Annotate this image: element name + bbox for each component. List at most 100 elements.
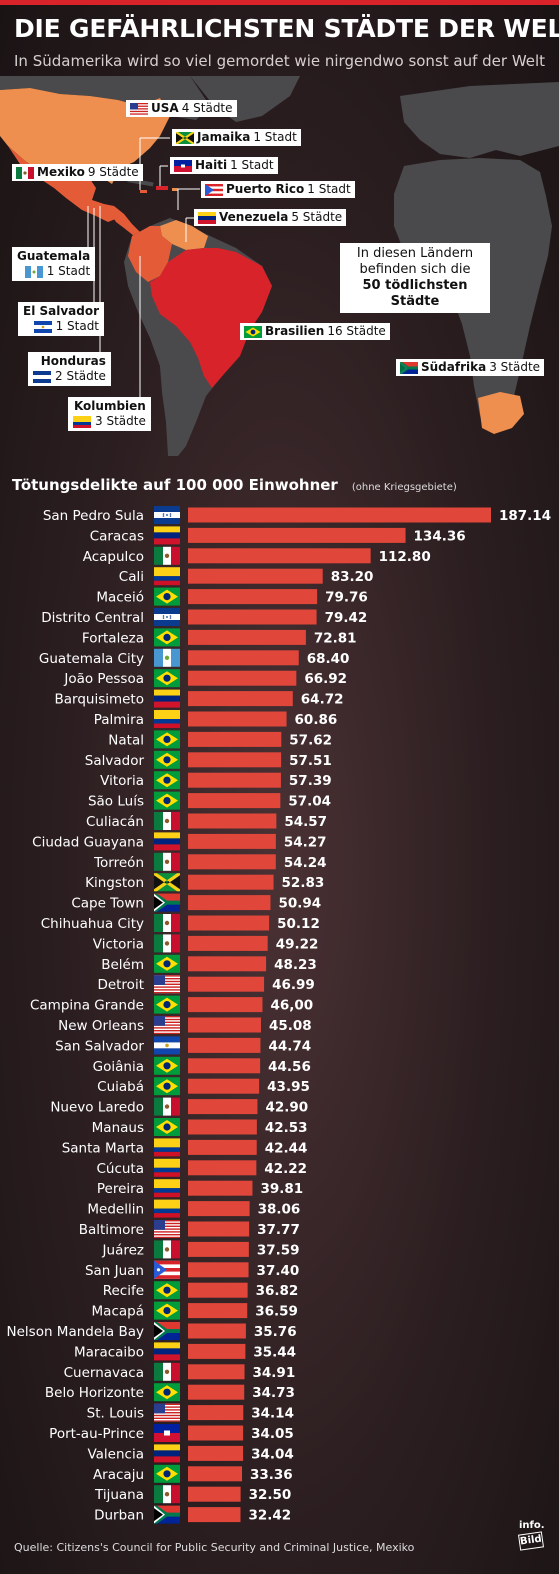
- bar: [188, 1221, 250, 1237]
- bar: [188, 793, 281, 809]
- category-label: St. Louis: [87, 1406, 144, 1422]
- brazil-flag-icon: [154, 750, 180, 769]
- bar: [188, 1323, 246, 1339]
- map-venezuela: [160, 220, 208, 250]
- chart-subtitle: (ohne Kriegsgebiete): [351, 482, 457, 493]
- brazil-flag-icon: [154, 1281, 180, 1300]
- data-label: 134.36: [414, 528, 466, 544]
- bar: [188, 1384, 245, 1400]
- category-label: Medellin: [87, 1202, 144, 1218]
- jamaica-flag-icon: [176, 131, 194, 144]
- category-label: Maceió: [96, 590, 144, 606]
- category-label: New Orleans: [58, 1018, 144, 1034]
- category-label: Acapulco: [83, 549, 144, 565]
- bar: [188, 813, 277, 829]
- el-salvador-flag-icon: [33, 320, 52, 333]
- data-label: 49.22: [276, 936, 319, 952]
- chart-row: San Juan 37.40: [85, 1260, 299, 1279]
- chart-row: Manaus 42.53: [92, 1118, 308, 1136]
- category-label: Natal: [108, 732, 144, 748]
- data-label: 34.14: [251, 1406, 294, 1422]
- bar: [188, 1119, 257, 1135]
- brazil-flag-icon: [154, 1301, 180, 1320]
- category-label: Santa Marta: [62, 1140, 144, 1156]
- chart-row: Cali 83.20: [119, 567, 373, 586]
- chart-row: Torreón 54.24: [93, 852, 327, 871]
- guatemala-flag-icon: [24, 265, 43, 278]
- data-label: 32.42: [248, 1508, 291, 1524]
- chart-row: Tijuana 32.50: [94, 1485, 291, 1504]
- brazil-flag-icon: [154, 730, 180, 749]
- category-label: Durban: [94, 1508, 144, 1524]
- chart-row: Belo Horizonte 34.73: [45, 1383, 295, 1402]
- usa-flag-icon: [154, 1403, 180, 1422]
- map-europe: [400, 82, 559, 158]
- map-label-venezuela: Venezuela 5 Städte: [194, 209, 347, 226]
- mexico-flag-icon: [154, 1240, 180, 1259]
- map-puerto-rico: [172, 188, 178, 191]
- usa-flag-icon: [154, 975, 180, 994]
- brazil-flag-icon: [154, 1464, 180, 1483]
- bar: [188, 1139, 257, 1155]
- category-label: Port-au-Prince: [49, 1426, 144, 1442]
- category-label: Ciudad Guayana: [32, 834, 144, 850]
- bar: [188, 670, 297, 686]
- data-label: 39.81: [260, 1181, 303, 1197]
- data-label: 44.56: [268, 1059, 311, 1075]
- data-label: 79.42: [325, 610, 368, 626]
- category-label: Victoria: [93, 936, 144, 952]
- chart-row: Recife 36.82: [103, 1281, 298, 1300]
- bar: [188, 1405, 244, 1421]
- data-label: 33.36: [250, 1467, 293, 1483]
- data-label: 34.91: [253, 1365, 296, 1381]
- chart-row: Cuernavaca 34.91: [64, 1362, 296, 1381]
- data-label: 42.44: [265, 1140, 308, 1156]
- chart-row: Juárez 37.59: [102, 1240, 300, 1259]
- brazil-flag-icon: [154, 628, 180, 647]
- bar: [188, 1017, 261, 1033]
- map-label-brasilien: Brasilien 16 Städte: [240, 323, 390, 340]
- bar: [188, 1201, 250, 1217]
- puertorico-flag-icon: [154, 1260, 180, 1279]
- jamaica-flag-icon: [154, 873, 180, 892]
- chart-row: Cúcuta 42.22: [96, 1158, 307, 1177]
- chart-row: Fortaleza 72.81: [82, 628, 357, 647]
- data-label: 54.57: [284, 814, 327, 830]
- chart-row: Salvador 57.51: [85, 750, 332, 769]
- venezuela-flag-icon: [154, 526, 180, 545]
- category-label: Salvador: [85, 753, 145, 769]
- data-label: 42.53: [265, 1120, 308, 1136]
- bar: [188, 568, 323, 584]
- chart-row: São Luís 57.04: [88, 791, 331, 810]
- bar: [188, 997, 263, 1013]
- map-central-america: [104, 204, 140, 236]
- category-label: Caracas: [90, 528, 144, 544]
- chart-row: Belém 48.23: [101, 954, 317, 973]
- chart-row: Chihuahua City 50.12: [41, 914, 320, 932]
- honduras-flag-icon: [154, 608, 180, 626]
- chart-row: Kingston 52.83: [85, 873, 324, 892]
- category-label: Culiacán: [86, 814, 144, 830]
- map-label-usa: USA 4 Städte: [126, 100, 237, 117]
- data-label: 45.08: [269, 1018, 312, 1034]
- data-label: 34.73: [252, 1385, 295, 1401]
- data-label: 60.86: [295, 712, 338, 728]
- honduras-flag-icon: [33, 370, 51, 383]
- bar: [188, 548, 371, 564]
- data-label: 46,00: [270, 998, 313, 1014]
- chart-row: Distrito Central 79.42: [41, 608, 367, 626]
- usa-flag-icon: [154, 1016, 180, 1034]
- category-label: Kingston: [85, 875, 144, 891]
- data-label: 48.23: [274, 957, 317, 973]
- category-label: Nelson Mandela Bay: [7, 1324, 145, 1340]
- bar: [188, 1364, 245, 1380]
- category-label: Belém: [101, 957, 144, 973]
- bar: [188, 1241, 249, 1257]
- bar: [188, 1099, 258, 1115]
- bar: [188, 1486, 241, 1502]
- data-label: 64.72: [301, 692, 344, 708]
- bar: [188, 915, 270, 931]
- bar: [188, 874, 274, 890]
- chart-row: João Pessoa 66.92: [63, 669, 347, 688]
- colombia-flag-icon: [154, 1179, 180, 1198]
